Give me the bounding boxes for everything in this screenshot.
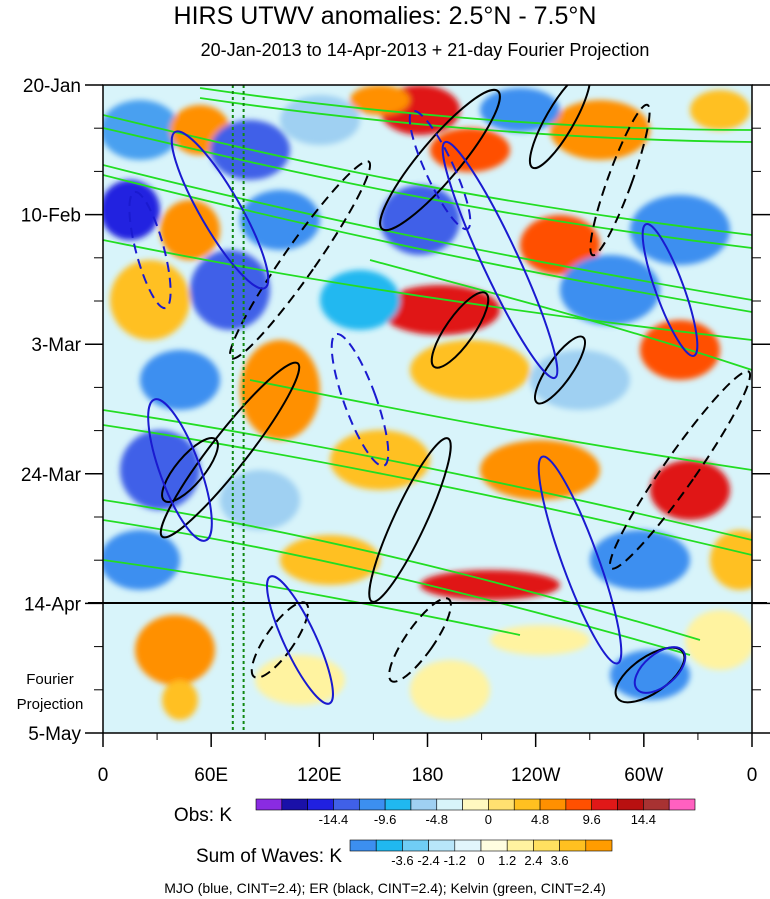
obs-colorbar-swatches — [255, 798, 696, 811]
mjo-contours — [128, 109, 699, 705]
x-tick-label: 0 — [98, 765, 109, 786]
colorbar-swatch — [506, 839, 534, 852]
colorbar-swatch — [307, 798, 334, 811]
chart-subtitle: 20-Jan-2013 to 14-Apr-2013 + 21-day Four… — [200, 40, 650, 60]
colorbar-tick-label: 14.4 — [631, 812, 656, 827]
colorbar-tick-label: -3.6 — [391, 853, 413, 868]
y-axis: 20-Jan 10-Feb 3-Mar 24-Mar 14-Apr 5-May — [21, 76, 770, 745]
colorbar-swatch — [349, 839, 377, 852]
colorbar-swatch — [539, 798, 567, 811]
colorbar-swatch — [255, 798, 283, 811]
x-tick-label: 180 — [412, 765, 444, 786]
y-tick-label: 10-Feb — [21, 206, 81, 227]
colorbar-tick-label: -14.4 — [319, 812, 349, 827]
colorbar-tick-label: 2.4 — [524, 853, 542, 868]
x-tick-label: 60W — [624, 765, 663, 786]
colorbar-swatch — [480, 839, 508, 852]
waves-colorbar: Sum of Waves: K -3.6 -2.4 -1.2 0 1.2 2.4 3.6 — [196, 839, 613, 868]
reference-lines — [231, 85, 245, 733]
chart-title: HIRS UTWV anomalies: 2.5°N - 7.5°N — [173, 2, 597, 30]
fourier-label-line2: Projection — [17, 696, 84, 713]
kelvin-contours — [103, 87, 752, 656]
colorbar-tick-label: -2.4 — [417, 853, 439, 868]
y-tick-label: 3-Mar — [31, 335, 81, 356]
obs-colorbar-label: Obs: K — [174, 805, 232, 826]
colorbar-tick-label: 0 — [477, 853, 484, 868]
y-tick-label: 24-Mar — [21, 465, 82, 486]
x-tick-label: 0 — [747, 765, 758, 786]
obs-colorbar: Obs: K -14.4 -9.6 -4.8 0 4.8 9.6 14.4 — [174, 798, 696, 827]
colorbar-swatch — [454, 839, 482, 852]
waves-colorbar-ticklabels: -3.6 -2.4 -1.2 0 1.2 2.4 3.6 — [391, 853, 568, 868]
colorbar-swatch — [668, 798, 696, 811]
x-tick-label: 60E — [194, 765, 228, 786]
colorbar-tick-label: -1.2 — [444, 853, 466, 868]
x-axis: 0 60E 120E 180 120W 60W 0 — [98, 733, 758, 786]
colorbar-swatch — [402, 839, 429, 852]
plot-area — [103, 85, 752, 733]
colorbar-tick-label: 3.6 — [551, 853, 569, 868]
colorbar-swatch — [384, 798, 412, 811]
colorbar-swatch — [281, 798, 308, 811]
colorbar-swatch — [533, 839, 560, 852]
colorbar-tick-label: 0 — [485, 812, 492, 827]
colorbar-swatch — [410, 798, 438, 811]
x-tick-label: 120W — [511, 765, 561, 786]
colorbar-tick-label: 4.8 — [531, 812, 549, 827]
x-tick-label: 120E — [297, 765, 341, 786]
colorbar-swatch — [428, 839, 456, 852]
y-tick-label: 5-May — [28, 724, 81, 745]
er-contours — [159, 85, 752, 704]
contour-legend: MJO (blue, CINT=2.4); ER (black, CINT=2.… — [164, 880, 606, 896]
colorbar-swatch — [436, 798, 463, 811]
y-tick-label: 14-Apr — [24, 594, 82, 615]
colorbar-swatch — [375, 839, 403, 852]
colorbar-swatch — [333, 798, 360, 811]
colorbar-swatch — [462, 798, 489, 811]
colorbar-swatch — [358, 798, 386, 811]
colorbar-swatch — [585, 839, 613, 852]
colorbar-tick-label: 1.2 — [498, 853, 516, 868]
colorbar-tick-label: -9.6 — [374, 812, 396, 827]
waves-colorbar-swatches — [349, 839, 613, 852]
colorbar-swatch — [488, 798, 515, 811]
y-tick-label: 20-Jan — [23, 76, 81, 97]
colorbar-tick-label: 9.6 — [583, 812, 601, 827]
colorbar-swatch — [513, 798, 541, 811]
waves-colorbar-label: Sum of Waves: K — [196, 846, 342, 867]
colorbar-swatch — [591, 798, 618, 811]
colorbar-swatch — [643, 798, 670, 811]
fourier-label-line1: Fourier — [26, 671, 74, 688]
colorbar-swatch — [617, 798, 644, 811]
obs-colorbar-ticklabels: -14.4 -9.6 -4.8 0 4.8 9.6 14.4 — [319, 812, 656, 827]
colorbar-swatch — [559, 839, 587, 852]
colorbar-swatch — [565, 798, 593, 811]
colorbar-tick-label: -4.8 — [426, 812, 448, 827]
